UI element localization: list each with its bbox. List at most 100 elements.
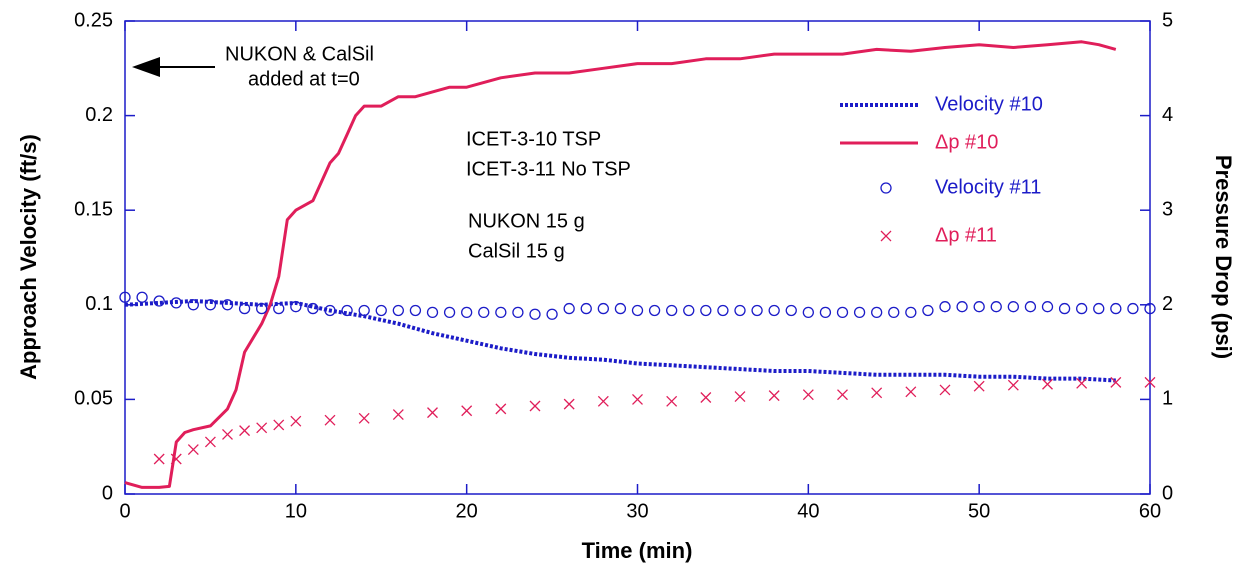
series-marker	[153, 453, 165, 465]
legend-label: Δp #11	[935, 224, 997, 246]
legend-label: Velocity #11	[935, 176, 1041, 198]
annotation: added at t=0	[248, 68, 360, 90]
series-marker	[734, 391, 746, 403]
y2-axis-title: Pressure Drop (psi)	[1211, 155, 1236, 359]
series-marker	[631, 304, 644, 317]
x-tick-label: 20	[456, 500, 478, 522]
series-marker	[888, 306, 900, 319]
series-marker	[119, 291, 131, 303]
series-marker	[956, 301, 968, 313]
x-tick-label: 60	[1139, 500, 1161, 522]
series-marker	[461, 306, 473, 319]
series-marker	[1058, 302, 1071, 315]
series-marker	[1007, 379, 1019, 391]
annotation: CalSil 15 g	[468, 240, 565, 262]
series-marker	[546, 308, 558, 320]
series-marker	[666, 304, 678, 317]
series-marker	[529, 400, 541, 412]
series-marker	[427, 407, 438, 419]
series-marker	[785, 304, 797, 317]
series-marker	[273, 302, 285, 315]
y2-tick-label: 2	[1162, 293, 1173, 315]
series-marker	[939, 384, 951, 396]
series-marker	[580, 302, 592, 315]
series-marker	[1041, 301, 1054, 313]
series-marker	[221, 299, 234, 311]
series-marker	[478, 306, 490, 319]
annotation: NUKON 15 g	[468, 210, 585, 232]
series-marker	[1144, 376, 1156, 388]
series-line	[124, 299, 1116, 383]
x-tick-label: 10	[285, 500, 307, 522]
series-marker	[1110, 302, 1122, 315]
y-tick-label: 0.15	[74, 198, 113, 220]
series-marker	[853, 306, 866, 319]
annotation-arrowhead	[132, 57, 160, 77]
y2-tick-label: 5	[1162, 9, 1173, 31]
y2-tick-label: 1	[1162, 388, 1173, 410]
series-marker	[648, 304, 661, 317]
series-marker	[341, 304, 353, 317]
series-marker	[238, 302, 251, 315]
series-marker	[358, 412, 370, 424]
x-tick-label: 40	[797, 500, 819, 522]
series-marker	[495, 403, 507, 415]
series-marker	[324, 414, 336, 426]
series-marker	[495, 306, 507, 319]
y-tick-label: 0.25	[74, 9, 113, 31]
series-marker	[597, 395, 609, 407]
series-marker	[768, 390, 780, 402]
series-marker	[307, 302, 319, 315]
x-axis-title: Time (min)	[582, 538, 693, 563]
series-marker	[905, 386, 917, 398]
legend-label: Δp #10	[935, 131, 998, 153]
series-marker	[324, 304, 336, 317]
series-marker	[973, 301, 985, 313]
series-line	[124, 40, 1117, 489]
series-marker	[1110, 376, 1122, 388]
series-marker	[1007, 301, 1019, 313]
annotation: ICET-3-10 TSP	[466, 128, 601, 150]
series-marker	[802, 306, 814, 319]
series-marker	[871, 306, 883, 319]
series-marker	[443, 306, 456, 319]
series-marker	[597, 302, 609, 315]
series-marker	[512, 306, 524, 319]
series-marker	[392, 304, 404, 317]
series-marker	[1076, 377, 1088, 389]
series-marker	[819, 306, 832, 319]
series-marker	[905, 306, 917, 319]
series-marker	[837, 389, 848, 401]
plot-frame	[124, 20, 1151, 495]
series-marker	[153, 295, 165, 307]
series-marker	[751, 304, 763, 317]
series-marker	[290, 301, 302, 313]
y-axis-title: Approach Velocity (ft/s)	[16, 134, 41, 380]
x-tick-label: 50	[968, 500, 990, 522]
series-marker	[170, 453, 182, 465]
series-marker	[802, 389, 814, 401]
series-marker	[358, 304, 370, 317]
series-marker	[1093, 302, 1105, 315]
series-marker	[734, 304, 746, 317]
y2-tick-label: 3	[1162, 198, 1173, 220]
series-marker	[222, 428, 233, 440]
x-tick-label: 30	[626, 500, 648, 522]
series-marker	[717, 304, 729, 317]
series-marker	[204, 299, 217, 311]
y2-tick-label: 4	[1162, 104, 1173, 126]
series-marker	[426, 306, 439, 319]
x-tick-label: 0	[119, 500, 130, 522]
legend-swatch	[880, 182, 892, 194]
legend-label: Velocity #10	[935, 93, 1043, 115]
series-marker	[256, 302, 268, 315]
y-tick-label: 0.2	[85, 104, 113, 126]
series-marker	[939, 301, 951, 313]
series-marker	[700, 304, 712, 317]
series-marker	[136, 291, 148, 303]
y-tick-label: 0.05	[74, 388, 113, 410]
series-marker	[290, 415, 302, 427]
series-marker	[256, 422, 268, 434]
